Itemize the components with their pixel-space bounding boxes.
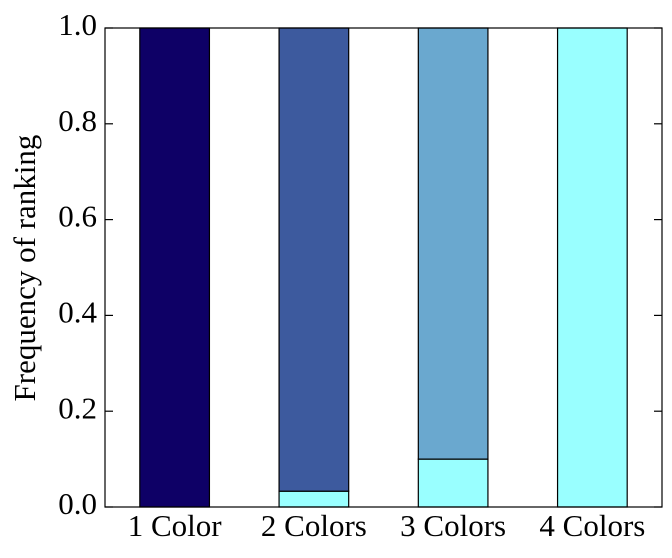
x-tick-label: 2 Colors — [261, 508, 367, 543]
y-tick-label: 0.0 — [58, 486, 97, 521]
bar-segment — [417, 458, 489, 508]
bar-segment — [278, 27, 350, 492]
plot-frame — [104, 27, 663, 508]
y-tick-label: 1.0 — [58, 7, 97, 42]
y-axis-label: Frequency of ranking — [7, 135, 42, 402]
y-tick-label: 0.2 — [58, 390, 97, 425]
x-tick-label: 3 Colors — [400, 508, 506, 543]
bar-segment — [139, 27, 211, 508]
y-tick-label: 0.6 — [58, 199, 97, 234]
x-tick-label: 4 Colors — [539, 508, 645, 543]
y-tick-label: 0.8 — [58, 103, 97, 138]
bar-segment — [556, 27, 628, 508]
x-tick-label: 1 Color — [128, 508, 223, 543]
bar-segment — [417, 27, 489, 460]
y-tick-label: 0.4 — [58, 295, 97, 330]
bar-segment — [278, 490, 350, 508]
